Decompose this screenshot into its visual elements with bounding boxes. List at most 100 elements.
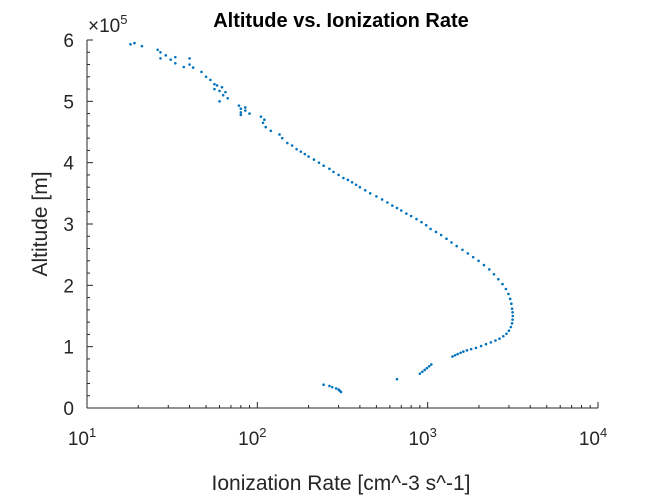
data-point: [450, 241, 453, 244]
data-point: [466, 252, 470, 255]
data-point: [461, 248, 464, 252]
data-point: [494, 339, 497, 342]
data-point: [191, 66, 195, 69]
x-tick-base: 10: [579, 429, 600, 450]
data-point: [510, 302, 513, 306]
data-point: [391, 204, 394, 207]
data-point: [497, 277, 500, 281]
data-point: [358, 185, 362, 189]
data-point: [395, 377, 399, 381]
data-point: [295, 147, 298, 151]
data-point: [363, 188, 367, 192]
data-point: [220, 85, 224, 89]
data-point: [350, 180, 354, 184]
chart-title: Altitude vs. Ionization Rate: [213, 10, 469, 32]
data-point: [332, 170, 335, 174]
data-point: [209, 78, 212, 82]
data-point: [328, 167, 331, 171]
data-point: [263, 118, 266, 122]
data-point: [415, 217, 418, 221]
data-point: [421, 370, 424, 374]
data-point: [278, 133, 281, 136]
data-point: [328, 384, 331, 388]
data-point: [269, 129, 273, 133]
x-axis-label: Ionization Rate [cm^-3 s^-1]: [212, 472, 471, 495]
data-point: [204, 75, 208, 79]
x-tick-label: 102: [238, 425, 266, 450]
data-point: [418, 372, 422, 375]
data-point: [159, 50, 162, 54]
data-point: [237, 104, 241, 107]
data-point: [510, 307, 514, 310]
data-point: [280, 136, 284, 140]
x-axis-ticks: 101 102 103 104: [68, 402, 607, 450]
data-point: [507, 292, 510, 296]
data-point: [375, 195, 378, 198]
data-point: [465, 349, 469, 352]
data-point: [133, 41, 136, 45]
data-point: [200, 70, 203, 74]
data-point: [459, 351, 462, 355]
data-point: [259, 115, 263, 118]
data-point: [244, 109, 247, 112]
data-point: [425, 366, 429, 370]
data-point: [409, 214, 413, 218]
data-point: [129, 42, 132, 46]
data-point: [215, 84, 219, 87]
data-point: [248, 112, 251, 115]
y-axis-ticks: 0 1 2 3 4 5 6: [63, 31, 93, 420]
data-point: [508, 297, 512, 301]
data-point: [424, 223, 428, 227]
data-point: [218, 100, 221, 103]
data-point: [286, 141, 289, 145]
data-point: [244, 106, 247, 109]
data-point: [484, 342, 488, 346]
data-point: [156, 48, 159, 52]
x-tick-base: 10: [68, 429, 89, 450]
data-point: [487, 268, 491, 271]
data-point: [174, 55, 177, 59]
data-point: [386, 201, 389, 204]
x-tick-exponent: 4: [600, 425, 607, 440]
x-tick-base: 10: [408, 429, 429, 450]
data-point: [239, 113, 243, 117]
data-point: [182, 65, 186, 69]
data-point: [489, 341, 493, 344]
data-point: [322, 164, 325, 168]
data-point: [498, 337, 501, 340]
data-point: [337, 173, 340, 177]
data-point: [342, 176, 345, 180]
data-point: [218, 89, 221, 93]
data-point: [330, 385, 334, 389]
data-point: [312, 158, 316, 161]
data-point: [174, 62, 177, 65]
data-point: [159, 57, 162, 60]
data-point: [455, 244, 458, 248]
data-point: [339, 390, 343, 394]
data-point: [429, 227, 432, 231]
data-point: [509, 325, 513, 329]
data-point: [213, 87, 216, 91]
data-point: [405, 212, 408, 215]
data-point: [477, 259, 480, 263]
data-point: [290, 144, 294, 147]
plot-points: [129, 41, 515, 394]
data-point: [395, 206, 399, 210]
data-point: [221, 93, 225, 97]
x-tick-exponent: 1: [89, 425, 96, 440]
data-point: [224, 90, 227, 94]
data-point: [482, 263, 486, 267]
data-point: [346, 178, 350, 182]
y-tick-label: 4: [63, 154, 74, 175]
data-point: [501, 282, 504, 286]
data-point: [307, 155, 310, 158]
data-point: [445, 237, 448, 241]
data-point: [188, 63, 191, 66]
data-point: [511, 318, 514, 321]
data-point: [456, 352, 459, 356]
data-point: [510, 322, 514, 325]
data-point: [140, 44, 144, 48]
data-point: [439, 233, 443, 237]
x-tick-base: 10: [238, 429, 259, 450]
